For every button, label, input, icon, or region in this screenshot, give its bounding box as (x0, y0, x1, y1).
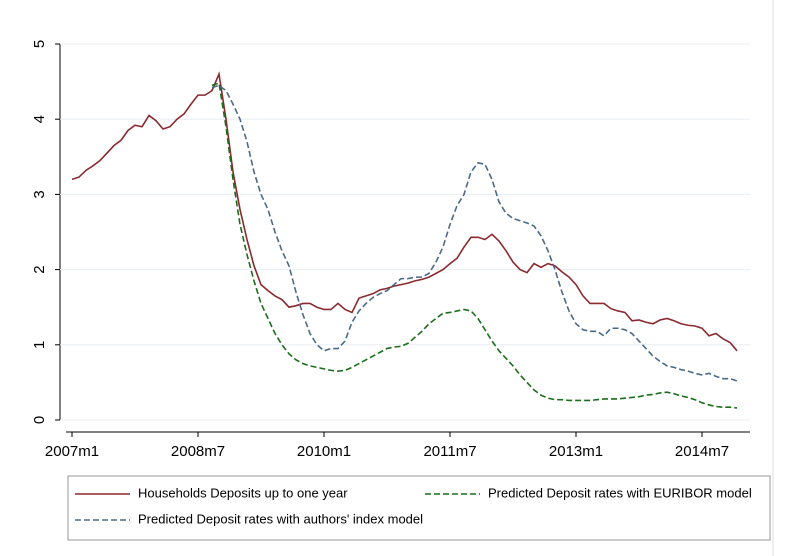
x-tick-label: 2010m1 (297, 443, 351, 460)
x-tick-label: 2011m7 (423, 443, 476, 460)
x-tick-label: 2008m7 (171, 443, 225, 460)
y-tick-label: 2 (31, 265, 48, 273)
y-tick-label: 3 (31, 190, 48, 198)
series-line (211, 84, 738, 382)
legend-label: Households Deposits up to one year (138, 485, 348, 500)
x-tick-label: 2014m7 (675, 443, 729, 460)
x-tick-label: 2007m1 (45, 443, 99, 460)
x-tick-label: 2013m1 (549, 443, 603, 460)
series-line (71, 71, 738, 352)
y-tick-label: 4 (31, 115, 48, 123)
y-tick-label: 5 (31, 40, 48, 48)
legend-label: Predicted Deposit rates with EURIBOR mod… (488, 485, 752, 500)
y-tick-label: 0 (31, 416, 48, 424)
y-tick-label: 1 (31, 341, 48, 349)
series-line (211, 82, 738, 409)
legend-label: Predicted Deposit rates with authors' in… (138, 511, 423, 526)
legend-box (67, 475, 771, 541)
legend: Households Deposits up to one year Predic… (75, 485, 752, 526)
